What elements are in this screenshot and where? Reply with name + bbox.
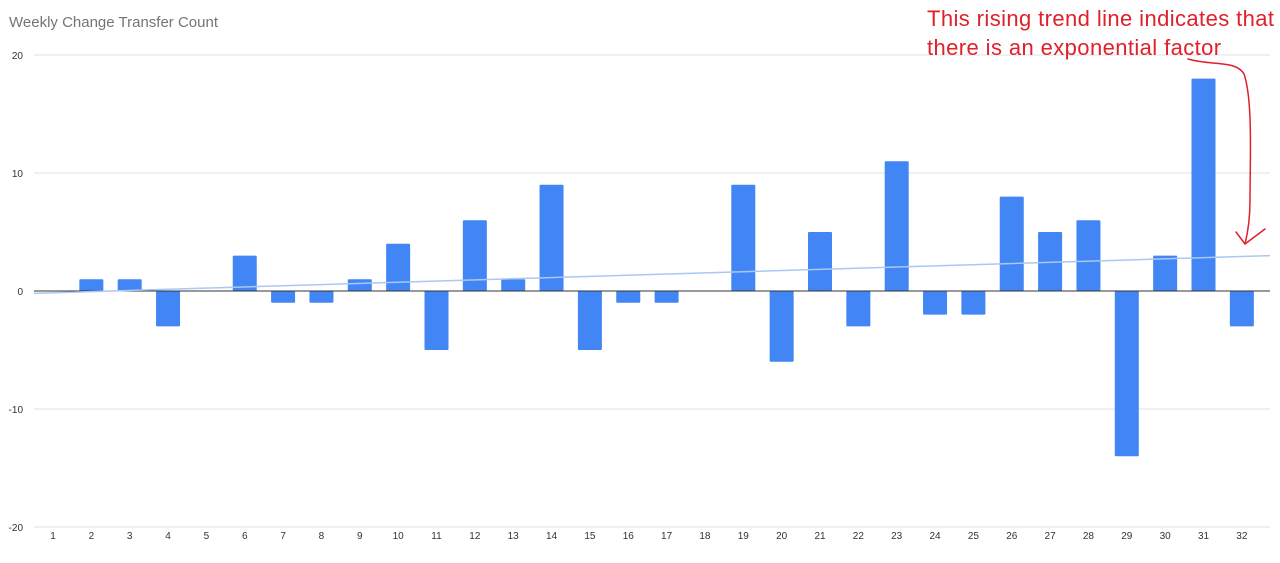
x-tick-label: 3	[127, 531, 133, 542]
bar	[1191, 78, 1216, 291]
bars	[79, 78, 1254, 457]
bar	[846, 291, 871, 327]
grid-layer	[34, 54, 1270, 528]
bar	[616, 291, 641, 303]
x-tick-label: 32	[1236, 531, 1248, 542]
x-tick-label: 13	[508, 531, 520, 542]
x-tick-label: 1	[50, 531, 56, 542]
annotation-line-1: This rising trend line indicates that	[927, 6, 1275, 31]
x-tick-label: 14	[546, 531, 558, 542]
x-tick-label: 8	[319, 531, 325, 542]
y-tick-label: 10	[12, 169, 24, 180]
x-tick-label: 2	[89, 531, 95, 542]
x-tick-label: 27	[1045, 531, 1057, 542]
bar	[884, 161, 909, 291]
y-tick-label: -20	[9, 523, 24, 534]
annotation-text: This rising trend line indicates that th…	[927, 4, 1274, 62]
annotation-line-2: there is an exponential factor	[927, 35, 1222, 60]
x-tick-label: 25	[968, 531, 980, 542]
x-tick-label: 10	[393, 531, 405, 542]
bar	[117, 279, 142, 291]
bar	[1229, 291, 1254, 327]
bar	[731, 184, 756, 291]
x-tick-label: 6	[242, 531, 248, 542]
x-tick-label: 18	[699, 531, 711, 542]
x-tick-label: 20	[776, 531, 788, 542]
x-tick-label: 17	[661, 531, 673, 542]
bar	[309, 291, 334, 303]
bar	[462, 220, 487, 291]
chart-title: Weekly Change Transfer Count	[9, 14, 218, 31]
bar	[577, 291, 602, 350]
bar	[1153, 255, 1178, 291]
x-tick-label: 4	[165, 531, 171, 542]
bar	[156, 291, 181, 327]
y-axis-ticks: 20 10 0 -10 -20	[9, 51, 24, 534]
trend-line	[33, 254, 1271, 295]
x-tick-label: 21	[814, 531, 826, 542]
bar	[79, 279, 104, 291]
bar	[386, 243, 411, 291]
bar	[271, 291, 296, 303]
bar	[232, 255, 257, 291]
x-tick-label: 12	[469, 531, 481, 542]
bar	[347, 279, 372, 291]
y-tick-label: -10	[9, 405, 24, 416]
x-tick-label: 16	[623, 531, 635, 542]
annotation-arrow	[1187, 58, 1252, 245]
x-tick-label: 15	[584, 531, 596, 542]
bar	[424, 291, 449, 350]
y-tick-label: 0	[17, 287, 23, 298]
x-tick-label: 26	[1006, 531, 1018, 542]
bar	[961, 291, 986, 315]
bar	[999, 196, 1024, 291]
x-tick-label: 30	[1160, 531, 1172, 542]
x-tick-label: 11	[431, 531, 442, 542]
bar	[1114, 291, 1139, 457]
bar	[1076, 220, 1101, 291]
bar	[654, 291, 679, 303]
x-tick-label: 23	[891, 531, 903, 542]
x-tick-label: 9	[357, 531, 363, 542]
x-tick-label: 5	[204, 531, 210, 542]
annotation-arrowhead	[1235, 228, 1266, 245]
bar	[1038, 232, 1063, 291]
x-tick-label: 7	[280, 531, 286, 542]
x-tick-label: 29	[1121, 531, 1133, 542]
x-tick-label: 28	[1083, 531, 1095, 542]
x-tick-label: 24	[929, 531, 941, 542]
x-axis-ticks: 1 2 3 4 5 6 7 8 9 10 11 12 13 14 15 16 17 18 19 20 21 22 23 24 2…	[50, 531, 1248, 542]
x-tick-label: 22	[853, 531, 865, 542]
x-tick-label: 31	[1198, 531, 1210, 542]
y-tick-label: 20	[12, 51, 24, 62]
bar	[539, 184, 564, 291]
bar	[923, 291, 948, 315]
x-tick-label: 19	[738, 531, 750, 542]
bar	[808, 232, 832, 291]
bar	[769, 291, 794, 362]
bar	[501, 279, 526, 291]
